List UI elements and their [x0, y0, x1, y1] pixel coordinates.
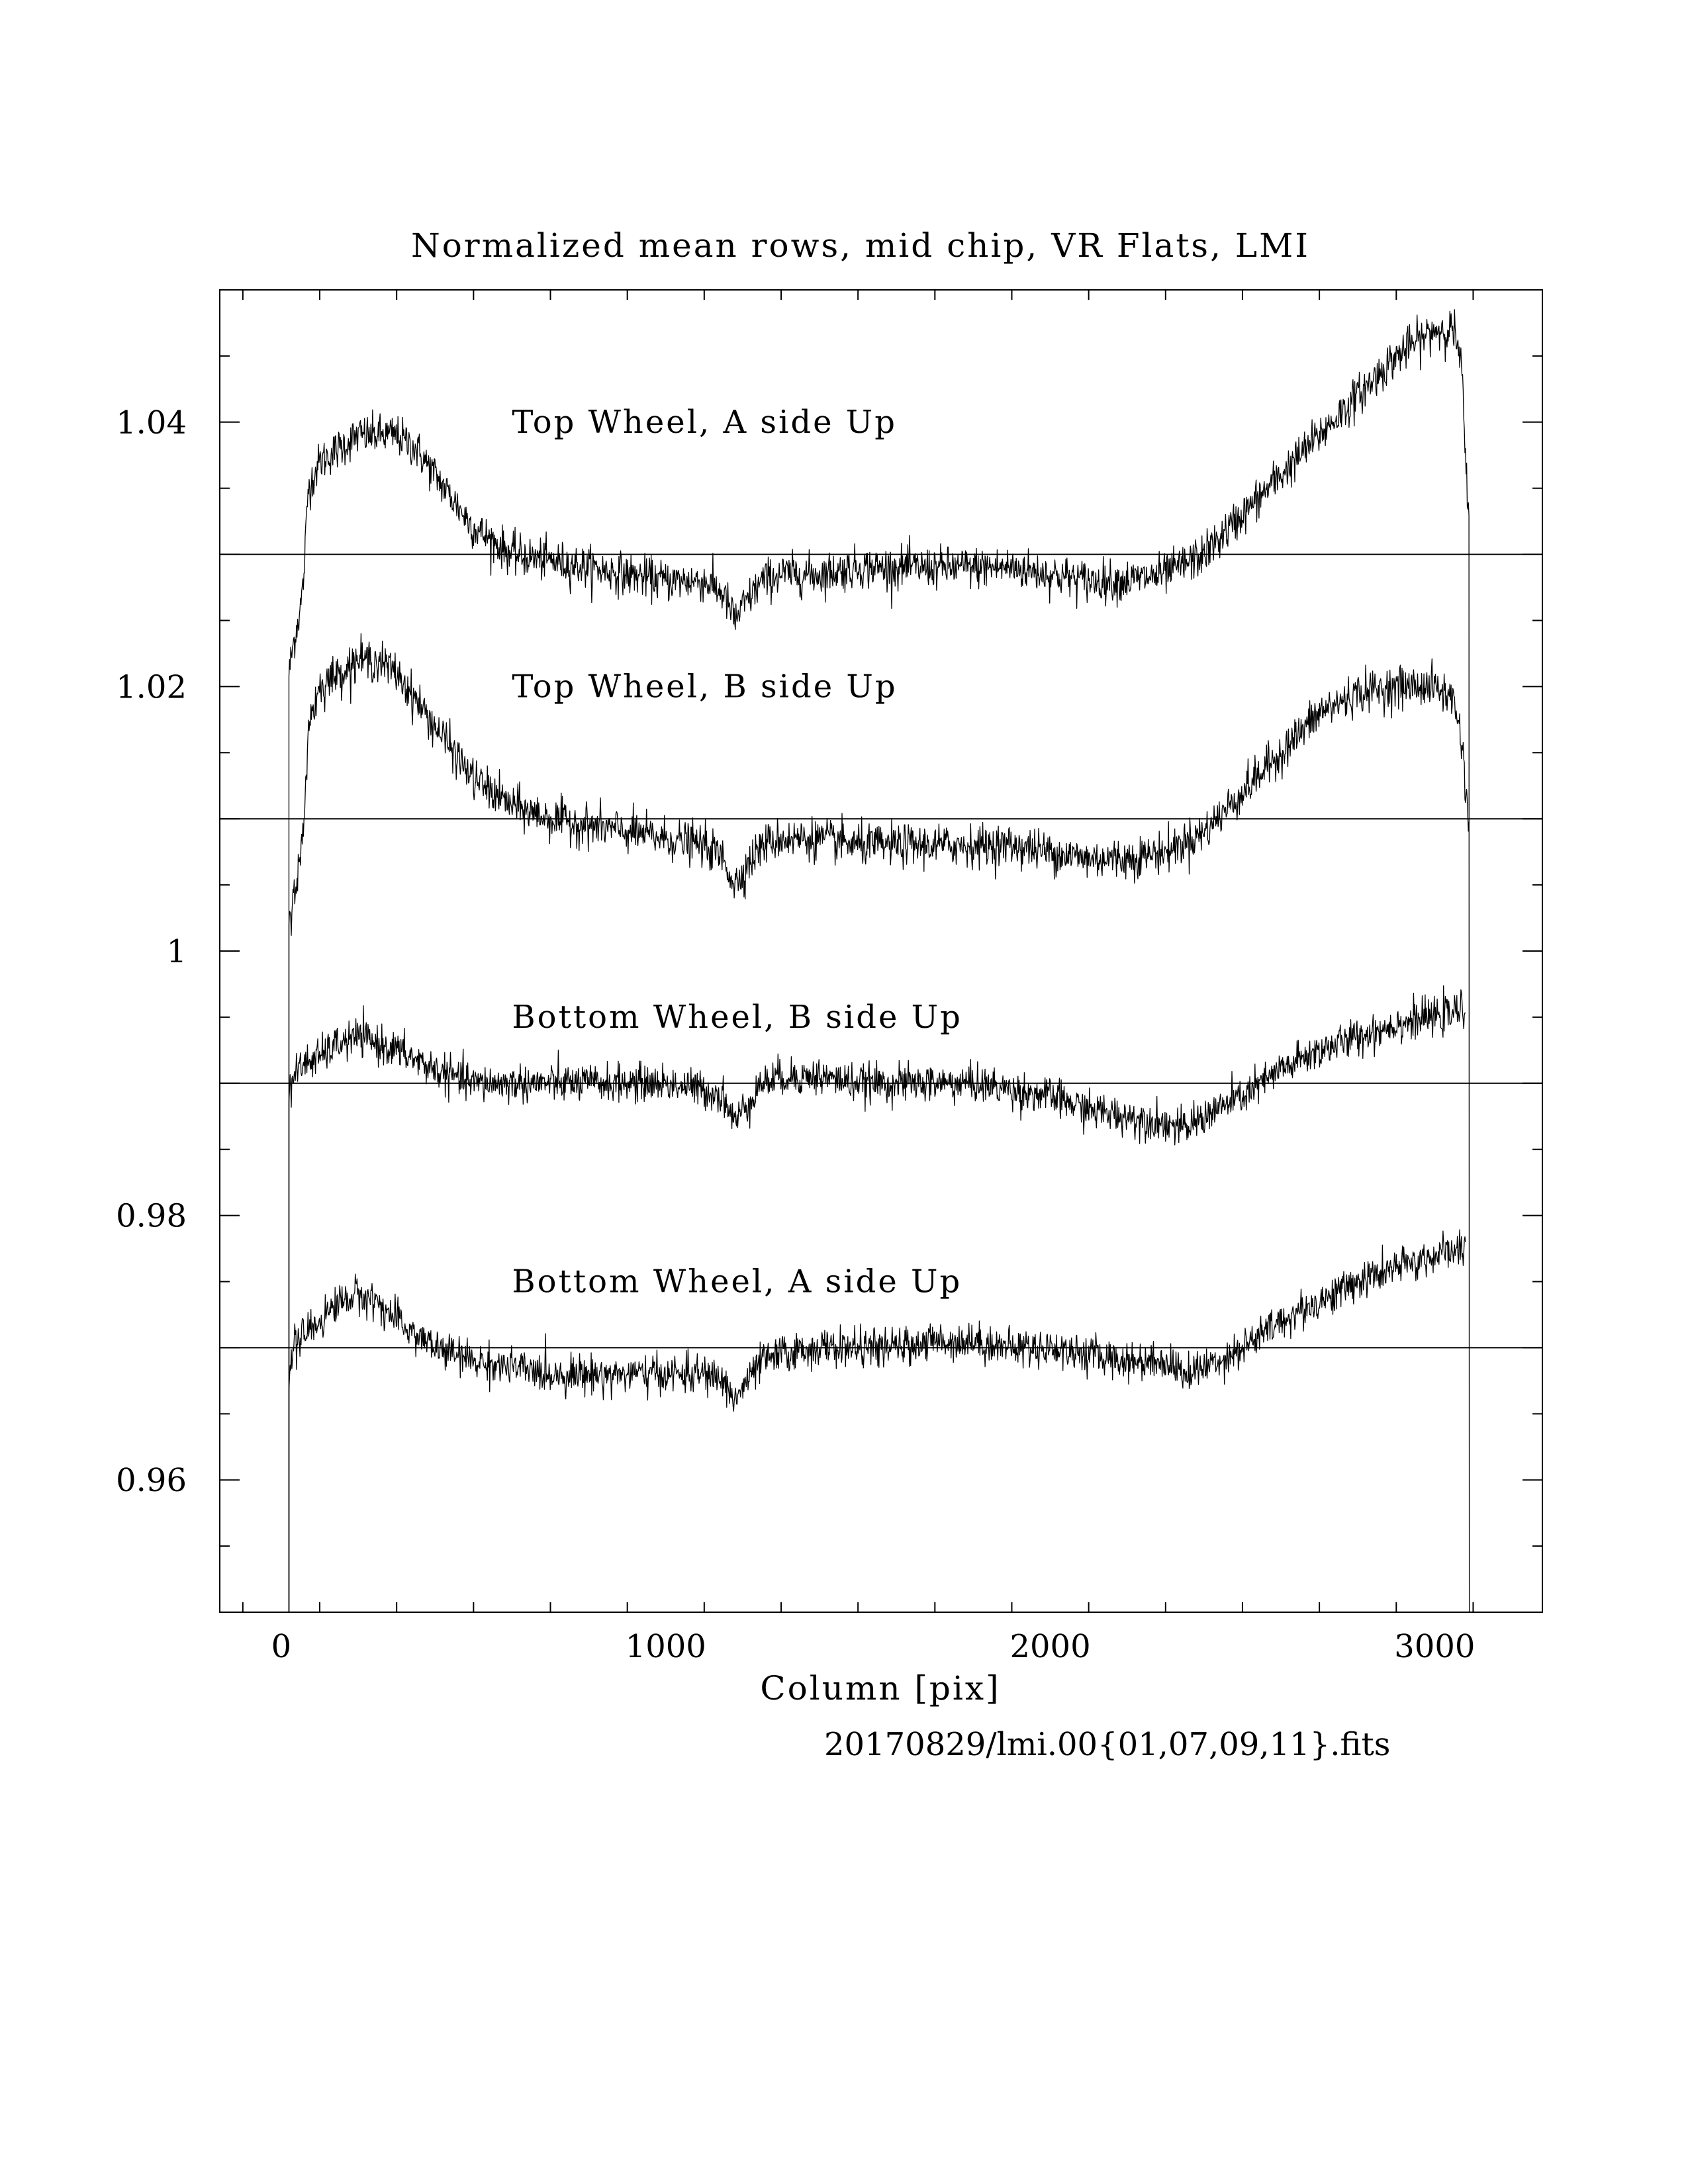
series-line-3 [288, 1229, 1466, 1612]
x-axis-tick-labels: 0 1000 2000 3000 [271, 1628, 1476, 1665]
x-tick-label: 2000 [1009, 1628, 1090, 1665]
y-tick-label: 0.96 [116, 1462, 187, 1499]
x-axis-label: Column [pix] [760, 1669, 1000, 1707]
chart-title: Normalized mean rows, mid chip, VR Flats… [411, 226, 1310, 265]
file-footnote: 20170829/lmi.00{01,07,09,11}.fits [824, 1726, 1390, 1763]
series-label-2: Bottom Wheel, B side Up [512, 999, 962, 1036]
series-label-1: Top Wheel, B side Up [512, 668, 897, 705]
series-group [288, 309, 1470, 1613]
y-axis-ticks [220, 289, 1542, 1613]
plot-frame [219, 289, 1543, 1613]
x-tick-label: 3000 [1394, 1628, 1475, 1665]
series-labels: Top Wheel, A side Up Top Wheel, B side Up… [512, 404, 962, 1300]
y-tick-label: 1.02 [116, 668, 187, 705]
y-tick-label: 0.98 [116, 1198, 187, 1235]
x-axis-ticks [242, 290, 1474, 1612]
y-axis-tick-labels: 0.96 0.98 1 1.02 1.04 [116, 404, 187, 1499]
series-line-0 [288, 309, 1470, 1613]
series-line-2 [288, 985, 1466, 1612]
y-tick-label: 1.04 [116, 404, 187, 441]
x-tick-label: 0 [271, 1628, 292, 1665]
y-tick-label: 1 [166, 933, 187, 970]
series-label-0: Top Wheel, A side Up [512, 404, 897, 441]
x-tick-label: 1000 [626, 1628, 706, 1665]
series-label-3: Bottom Wheel, A side Up [512, 1263, 962, 1300]
series-line-1 [288, 633, 1470, 1612]
